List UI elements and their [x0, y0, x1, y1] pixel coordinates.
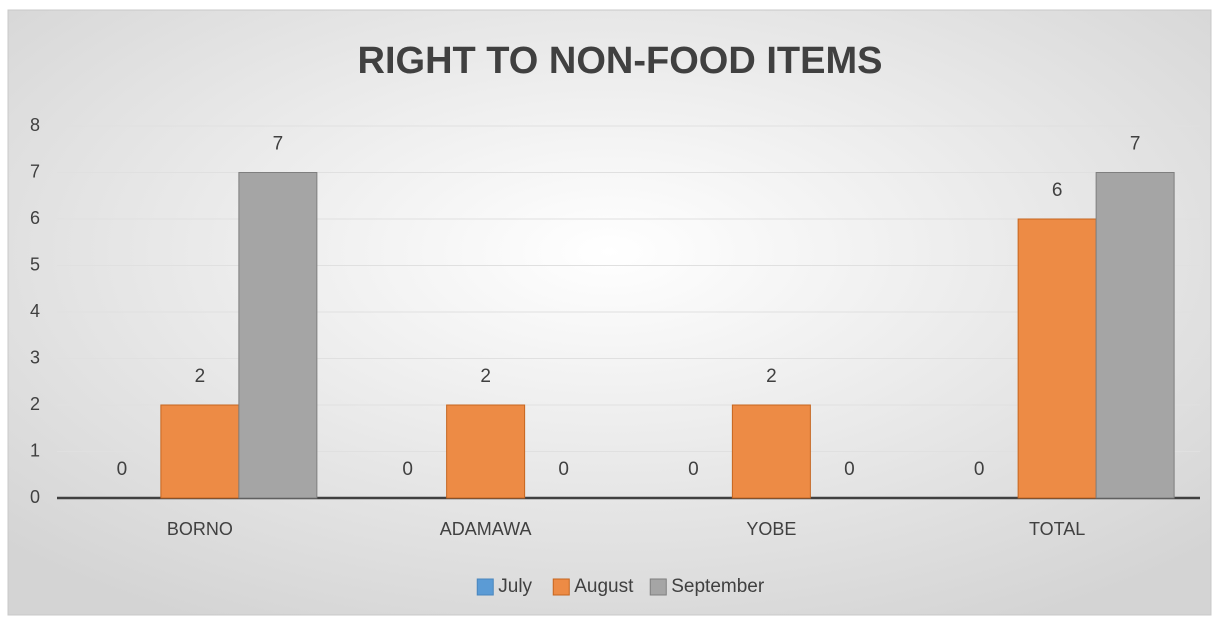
y-tick-label: 7: [30, 161, 40, 181]
data-label: 0: [558, 459, 569, 480]
data-label: 0: [974, 459, 985, 480]
data-label: 0: [844, 459, 855, 480]
data-label: 0: [688, 459, 699, 480]
bar: [1017, 218, 1097, 499]
legend-label: July: [498, 576, 532, 597]
y-tick-label: 5: [30, 254, 40, 274]
bar: [1095, 172, 1175, 499]
y-tick-label: 3: [30, 347, 40, 367]
y-tick-label: 2: [30, 394, 40, 414]
x-tick-label: YOBE: [746, 519, 796, 539]
legend-label: September: [671, 576, 765, 597]
bar: [446, 404, 526, 499]
bar: [238, 172, 318, 499]
data-label: 7: [273, 134, 284, 155]
bar: [160, 404, 240, 499]
data-label: 0: [117, 459, 128, 480]
chart-title: RIGHT TO NON-FOOD ITEMS: [358, 40, 883, 82]
y-tick-label: 0: [30, 487, 40, 507]
x-tick-label: TOTAL: [1029, 519, 1085, 539]
data-label: 6: [1052, 180, 1063, 201]
legend-swatch: [552, 578, 570, 596]
data-label: 0: [402, 459, 413, 480]
x-tick-label: ADAMAWA: [440, 519, 532, 539]
legend-swatch: [476, 578, 494, 596]
bar: [731, 404, 811, 499]
legend-swatch: [649, 578, 667, 596]
y-tick-label: 8: [30, 115, 40, 135]
data-label: 2: [480, 366, 491, 387]
data-label: 7: [1130, 134, 1141, 155]
y-tick-label: 1: [30, 440, 40, 460]
legend-label: August: [574, 576, 634, 597]
data-label: 2: [766, 366, 777, 387]
y-tick-label: 4: [30, 301, 40, 321]
data-label: 2: [195, 366, 206, 387]
y-tick-label: 6: [30, 208, 40, 228]
x-tick-label: BORNO: [167, 519, 233, 539]
